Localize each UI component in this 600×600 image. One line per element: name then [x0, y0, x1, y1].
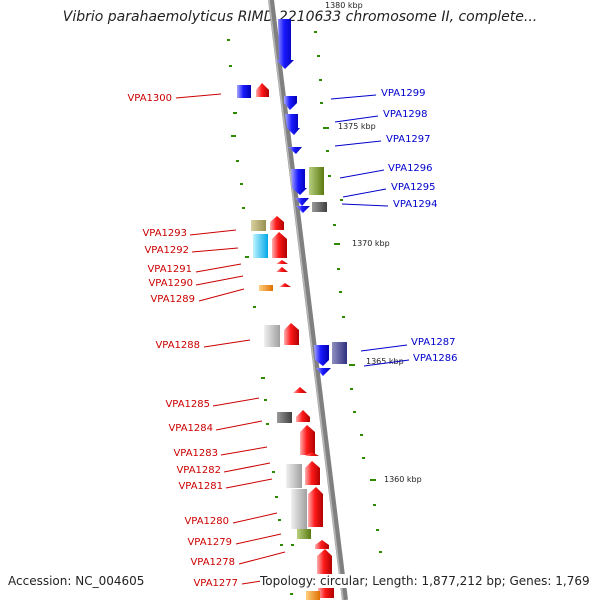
outer-left-scale [227, 39, 294, 546]
gene-label-vpa1288: VPA1288 [155, 340, 200, 351]
gene-arrow [272, 232, 287, 258]
inner-scale-ticks [290, 199, 355, 595]
gene-label-vpa1299: VPA1299 [381, 88, 426, 99]
gene-label-vpa1297: VPA1297 [386, 134, 431, 145]
gene-box [291, 489, 307, 529]
gene-label-vpa1281: VPA1281 [178, 481, 223, 492]
right-leader-lines [330, 94, 410, 367]
forward-strand-genes [256, 83, 334, 598]
gene-arrow [284, 96, 297, 110]
gene-arrow [296, 410, 310, 422]
gene-label-vpa1295: VPA1295 [391, 182, 436, 193]
gene-arrow [288, 147, 302, 154]
gene-arrow [305, 461, 320, 485]
scale-label-1375: 1375 kbp [338, 122, 376, 131]
gene-arrow [291, 169, 307, 195]
gene-arrow [270, 216, 284, 230]
gene-label-vpa1290: VPA1290 [148, 278, 193, 289]
gene-box [332, 342, 347, 364]
gene-label-vpa1279: VPA1279 [187, 537, 232, 548]
gene-label-vpa1283: VPA1283 [173, 448, 218, 459]
left-gene-labels: VPA1300 VPA1293 VPA1292 VPA1291 VPA1290 … [127, 93, 238, 589]
gene-box [237, 85, 251, 98]
gene-arrow [300, 425, 315, 455]
reverse-strand-genes [237, 19, 331, 376]
gene-box [286, 464, 302, 488]
scale-label-1380: 1380 kbp [325, 1, 363, 10]
gene-label-vpa1285: VPA1285 [165, 399, 210, 410]
gene-box [251, 220, 266, 231]
scale-labels: 1380 kbp 1375 kbp 1370 kbp 1365 kbp 1360… [325, 1, 422, 484]
gene-arrow [317, 549, 332, 575]
gene-arrow [285, 114, 300, 135]
gene-box [253, 234, 268, 258]
accession-text: Accession: NC_004605 [8, 574, 145, 588]
gene-label-vpa1284: VPA1284 [168, 423, 213, 434]
gene-label-vpa1296: VPA1296 [388, 163, 433, 174]
gene-box [306, 591, 320, 600]
gene-arrow [296, 206, 310, 213]
gene-arrow [293, 387, 307, 393]
gene-label-vpa1298: VPA1298 [383, 109, 428, 120]
chromosome-backbone [268, 0, 348, 600]
reverse-strand-boxes [309, 167, 347, 364]
gene-label-vpa1291: VPA1291 [147, 264, 192, 275]
gene-label-vpa1278: VPA1278 [190, 557, 235, 568]
gene-arrow [256, 83, 269, 97]
gene-arrow [295, 198, 309, 206]
gene-arrow [315, 540, 329, 549]
gene-arrow [308, 487, 323, 527]
gene-label-vpa1286: VPA1286 [413, 353, 458, 364]
topology-summary: Topology: circular; Length: 1,877,212 bp… [260, 574, 590, 588]
outer-right-scale [314, 31, 382, 553]
gene-arrow [276, 19, 294, 69]
gene-box [312, 202, 327, 212]
forward-strand-boxes [251, 220, 320, 600]
scale-label-1370: 1370 kbp [352, 239, 390, 248]
gene-box [277, 412, 292, 423]
gene-label-vpa1277: VPA1277 [193, 578, 238, 589]
gene-label-vpa1287: VPA1287 [411, 337, 456, 348]
map-title: Vibrio parahaemolyticus RIMD 2210633 chr… [62, 9, 538, 25]
right-gene-labels: VPA1299 VPA1298 VPA1297 VPA1296 VPA1295 … [381, 88, 458, 364]
gene-label-vpa1294: VPA1294 [393, 199, 438, 210]
gene-arrow [276, 267, 288, 272]
gene-label-vpa1280: VPA1280 [184, 516, 229, 527]
gene-arrow [279, 283, 291, 287]
scale-label-1360: 1360 kbp [384, 475, 422, 484]
gene-arrow [276, 260, 288, 264]
gene-box [264, 325, 280, 347]
gene-arrow [305, 452, 319, 456]
gene-label-vpa1292: VPA1292 [144, 245, 189, 256]
gene-box [297, 529, 311, 539]
scale-label-1365: 1365 kbp [366, 357, 404, 366]
gene-label-vpa1293: VPA1293 [142, 228, 187, 239]
gene-arrow [284, 323, 299, 345]
gene-label-vpa1300: VPA1300 [127, 93, 172, 104]
gene-arrow [316, 368, 331, 376]
gene-arrow [314, 345, 329, 366]
gene-box [309, 167, 324, 195]
gene-label-vpa1289: VPA1289 [150, 294, 195, 305]
gene-box [259, 285, 273, 291]
backbone-highlight [268, 0, 344, 600]
gene-label-vpa1282: VPA1282 [176, 465, 221, 476]
